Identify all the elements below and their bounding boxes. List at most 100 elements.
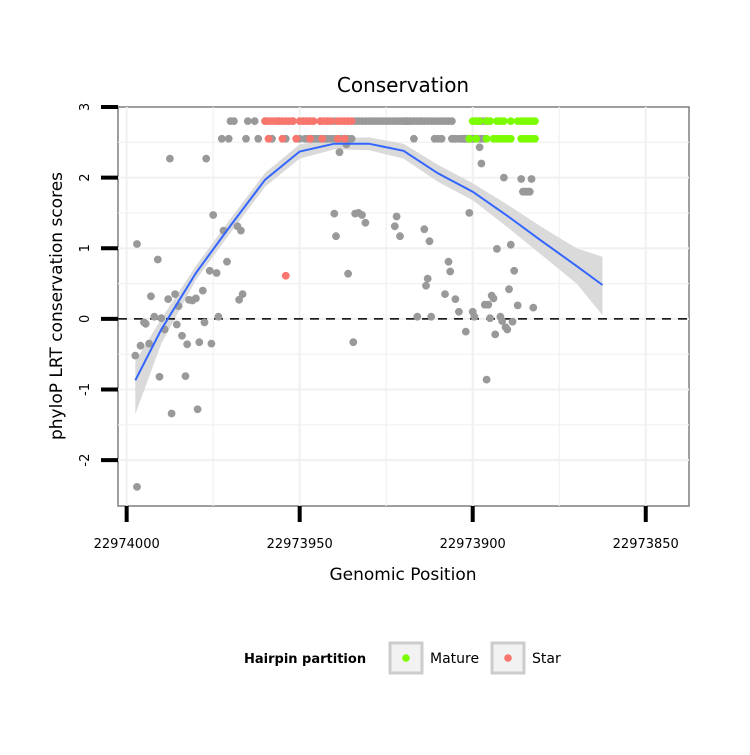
data-point-other: [498, 317, 506, 325]
x-tick-label: 22973850: [613, 537, 679, 552]
data-point-other: [153, 255, 162, 264]
smooth-trend-line: [134, 142, 604, 381]
data-point-other: [461, 327, 470, 336]
data-point-other: [181, 372, 190, 380]
data-point-star: [333, 134, 342, 143]
data-point-star: [292, 134, 301, 143]
data-point-other: [224, 134, 233, 143]
data-point-star: [347, 117, 356, 125]
data-point-other: [406, 117, 415, 125]
data-point-other: [347, 134, 356, 143]
data-point-other: [529, 303, 538, 312]
data-point-other: [475, 143, 484, 152]
data-point-other: [150, 312, 159, 321]
data-point-other: [198, 286, 207, 295]
confidence-ribbon: [135, 137, 603, 415]
data-point-mature: [500, 117, 508, 125]
confidence-ribbon-layer: [135, 137, 603, 415]
data-point-other: [392, 212, 401, 221]
data-point-star: [281, 271, 290, 280]
data-point-other: [212, 269, 221, 277]
data-point-other: [242, 134, 250, 143]
data-point-other: [513, 301, 522, 310]
data-point-other: [500, 173, 508, 182]
data-point-other: [525, 187, 534, 196]
data-point-other: [422, 281, 430, 290]
data-point-star: [264, 134, 273, 143]
smooth-line-layer: [134, 142, 604, 381]
y-tick-label: -2: [78, 454, 93, 467]
data-point-other: [506, 240, 515, 249]
data-point-other: [427, 312, 436, 321]
data-point-other: [330, 209, 339, 218]
data-point-other: [455, 307, 463, 316]
data-point-other: [489, 294, 498, 303]
y-axis-label: phyloP LRT conservation scores: [47, 172, 67, 440]
data-point-other: [250, 117, 259, 125]
data-point-other: [217, 134, 226, 143]
data-point-mature: [486, 117, 494, 125]
data-point-other: [486, 314, 494, 323]
legend-label-mature: Mature: [430, 651, 479, 667]
data-point-other: [167, 409, 176, 418]
points-layer: [131, 117, 539, 491]
data-point-other: [449, 134, 458, 143]
data-point-other: [238, 290, 247, 298]
data-point-other: [243, 117, 252, 125]
data-point-other: [396, 232, 404, 241]
data-point-other: [171, 290, 180, 298]
data-point-other: [441, 290, 449, 298]
data-point-other: [358, 211, 366, 219]
data-point-mature: [531, 117, 539, 125]
data-point-other: [517, 175, 526, 183]
data-point-other: [193, 405, 202, 414]
data-point-other: [205, 266, 214, 275]
data-point-other: [349, 338, 358, 347]
data-point-other: [477, 159, 486, 168]
legend-title: Hairpin partition: [244, 652, 366, 667]
data-point-other: [200, 318, 209, 327]
data-point-other: [390, 222, 399, 231]
chart-title: Conservation: [337, 73, 469, 97]
data-point-other: [451, 295, 460, 303]
data-point-other: [410, 134, 418, 143]
data-point-star: [326, 117, 335, 125]
legend-item-star: Star: [490, 641, 561, 675]
data-point-star: [306, 134, 314, 143]
legend-item-mature: Mature: [388, 641, 479, 675]
data-point-other: [254, 134, 263, 143]
data-point-other: [145, 339, 154, 348]
data-point-other: [237, 226, 245, 235]
data-point-other: [448, 117, 456, 125]
data-point-star: [340, 134, 349, 143]
x-tick-label: 22973900: [440, 537, 506, 552]
data-point-mature: [475, 117, 484, 125]
data-point-other: [192, 294, 200, 303]
data-point-other: [207, 339, 216, 348]
data-point-other: [164, 295, 173, 303]
data-point-mature: [506, 117, 515, 125]
data-point-other: [214, 312, 223, 321]
x-tick-label: 22974000: [94, 537, 160, 552]
data-point-star: [318, 134, 327, 143]
data-point-other: [332, 232, 340, 241]
data-point-other: [183, 340, 192, 349]
x-axis-label: Genomic Position: [329, 565, 476, 585]
data-point-other: [437, 134, 446, 143]
data-point-other: [133, 483, 141, 491]
data-point-mature: [531, 134, 539, 143]
data-point-other: [133, 240, 141, 248]
data-point-other: [493, 245, 501, 253]
data-point-other: [202, 154, 211, 163]
data-point-other: [444, 257, 453, 266]
x-tick-label: 22973950: [267, 537, 333, 552]
data-point-other: [503, 325, 512, 334]
data-point-other: [136, 341, 145, 350]
data-point-other: [470, 312, 479, 321]
y-tick-label: -1: [78, 383, 93, 396]
data-point-mature: [465, 134, 474, 143]
axes: 22974000 22973950 22973900 22973850 -2 -1 0 1 2 3: [78, 103, 679, 552]
data-point-star: [288, 117, 297, 125]
data-point-other: [527, 175, 536, 183]
